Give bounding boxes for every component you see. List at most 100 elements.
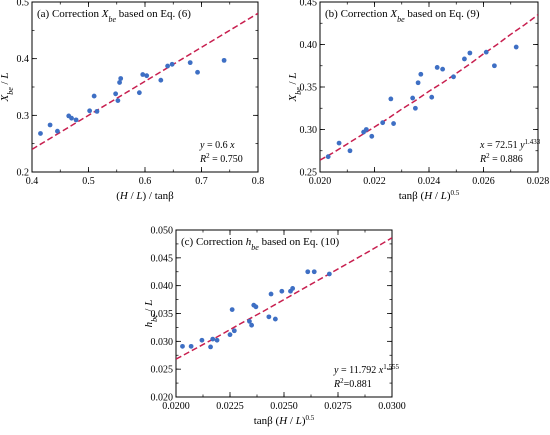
data-point xyxy=(188,343,194,349)
x-tick-label: 0.0250 xyxy=(270,401,298,412)
data-point xyxy=(136,90,142,96)
panel-title-part: be xyxy=(108,15,116,24)
data-point xyxy=(144,73,150,79)
x-tick-label: 0.5 xyxy=(82,176,95,187)
panel-title-part: X xyxy=(101,8,110,20)
fit-equation-line: R2=0.881 xyxy=(333,377,372,390)
x-tick-label: 0.0200 xyxy=(162,401,190,412)
data-point xyxy=(363,127,369,132)
fit-equation-line-part: = 0.750 xyxy=(210,154,243,165)
x-tick-label: 0.028 xyxy=(527,176,550,187)
chart-panel-b: 0.020 0.022 0.024 0.026 0.028 0.25 0.30 0.35 0.4… xyxy=(287,0,549,202)
fit-equation-line-part: = 0.6 xyxy=(204,140,230,151)
data-point xyxy=(117,80,122,85)
plot-frame xyxy=(31,1,259,173)
x-axis-label-part: L xyxy=(135,190,142,202)
x-axis-label-part: H xyxy=(119,190,129,202)
y-axis-label-part: be xyxy=(294,87,303,95)
data-point xyxy=(492,63,497,69)
panel-title-part: be xyxy=(397,15,405,24)
data-point xyxy=(208,344,213,350)
y-tick-label: 0.40 xyxy=(300,40,318,51)
y-axis-label: Xbe / L xyxy=(287,73,303,103)
x-axis-label-part: L xyxy=(440,190,447,202)
x-axis-label-part: ( xyxy=(116,190,120,202)
x-axis-label-part: ) xyxy=(302,415,306,427)
y-axis-label-part: X xyxy=(0,93,11,102)
fit-equation-line-part: =0.881 xyxy=(344,379,372,390)
panel-title-part: X xyxy=(389,8,398,20)
fit-equation-line-part: x xyxy=(229,140,235,151)
y-tick-label: 0.040 xyxy=(151,281,174,292)
y-tick-label: 0.045 xyxy=(151,253,174,264)
data-point xyxy=(91,93,97,99)
x-axis-label: tanβ (H / L)0.5 xyxy=(254,414,315,427)
data-point xyxy=(388,96,394,102)
panel-title-part: based on Eq. (6) xyxy=(116,8,191,20)
panel-title-part: based on Eq. (9) xyxy=(405,8,480,20)
panel-title-part: (a) Correction xyxy=(37,8,102,20)
data-point xyxy=(434,65,440,70)
data-point xyxy=(87,108,93,114)
y-axis-label-part: X xyxy=(287,93,299,102)
x-axis-label-part: tanβ ( xyxy=(399,190,425,202)
y-axis-label-part: / xyxy=(0,79,11,88)
data-point xyxy=(380,120,386,126)
fit-equation-line-part: = 0.886 xyxy=(490,154,523,165)
y-tick-label: 0.35 xyxy=(300,83,318,94)
data-point xyxy=(290,286,296,291)
data-point xyxy=(221,57,227,63)
y-axis-label-part: L xyxy=(0,73,11,80)
data-point xyxy=(214,337,220,343)
y-tick-label: 0.25 xyxy=(300,168,318,179)
x-tick-label: 0.8 xyxy=(252,176,265,187)
data-point xyxy=(326,271,332,277)
data-point xyxy=(47,122,53,128)
data-point xyxy=(305,269,311,275)
data-point xyxy=(73,117,79,123)
fit-equation-line-part: R xyxy=(199,154,206,165)
chart-panel-a: 0.4 0.5 0.6 0.7 0.8 0.2 0.3 0.4 0.5 (a) Correctio… xyxy=(0,0,264,202)
data-point xyxy=(467,50,473,56)
x-axis-label-part: L xyxy=(295,415,302,427)
x-tick-label: 0.020 xyxy=(309,176,332,187)
y-axis-label-part: / xyxy=(143,306,155,315)
x-tick-label: 0.7 xyxy=(195,176,208,187)
data-point xyxy=(253,304,259,310)
fit-line xyxy=(320,14,538,161)
x-axis-label-part: tanβ ( xyxy=(254,415,280,427)
panel-title: (c) Correction hbe based on Eq. (10) xyxy=(181,236,339,252)
x-axis-label-part: 0.5 xyxy=(451,189,460,197)
y-tick-label: 0.035 xyxy=(151,309,174,320)
data-point xyxy=(195,69,200,75)
data-point xyxy=(227,332,233,338)
x-axis-label-part: H xyxy=(278,415,288,427)
x-axis-label-part: ) / tanβ xyxy=(143,190,175,202)
data-point xyxy=(249,322,255,328)
data-point xyxy=(210,336,216,342)
data-point xyxy=(180,343,185,349)
fit-equation-line-part: 1.433 xyxy=(525,138,541,146)
fit-equation-line-part: 2 xyxy=(206,152,210,160)
y-axis-label: Xbe / L xyxy=(0,73,15,103)
data-point xyxy=(311,269,317,275)
x-axis-label-part: ) xyxy=(447,190,451,202)
fit-equation-line-part: = 72.51 xyxy=(484,140,520,151)
x-tick-label: 0.026 xyxy=(472,176,495,187)
data-point xyxy=(272,316,278,322)
data-point xyxy=(415,80,421,86)
y-tick-label: 0.45 xyxy=(300,0,318,9)
data-point xyxy=(369,133,375,139)
y-tick-label: 0.025 xyxy=(151,365,174,376)
y-tick-label: 0.020 xyxy=(151,393,174,404)
fit-equation-line: R2 = 0.886 xyxy=(479,152,523,165)
data-point xyxy=(336,140,342,146)
x-axis-label-part: / xyxy=(287,415,296,427)
x-tick-label: 0.6 xyxy=(139,176,152,187)
data-point xyxy=(158,77,164,83)
y-axis-label-part: / xyxy=(287,79,299,88)
data-point xyxy=(347,148,353,154)
data-point xyxy=(140,72,146,77)
data-point xyxy=(55,128,60,134)
y-tick-label: 0.2 xyxy=(17,168,30,179)
